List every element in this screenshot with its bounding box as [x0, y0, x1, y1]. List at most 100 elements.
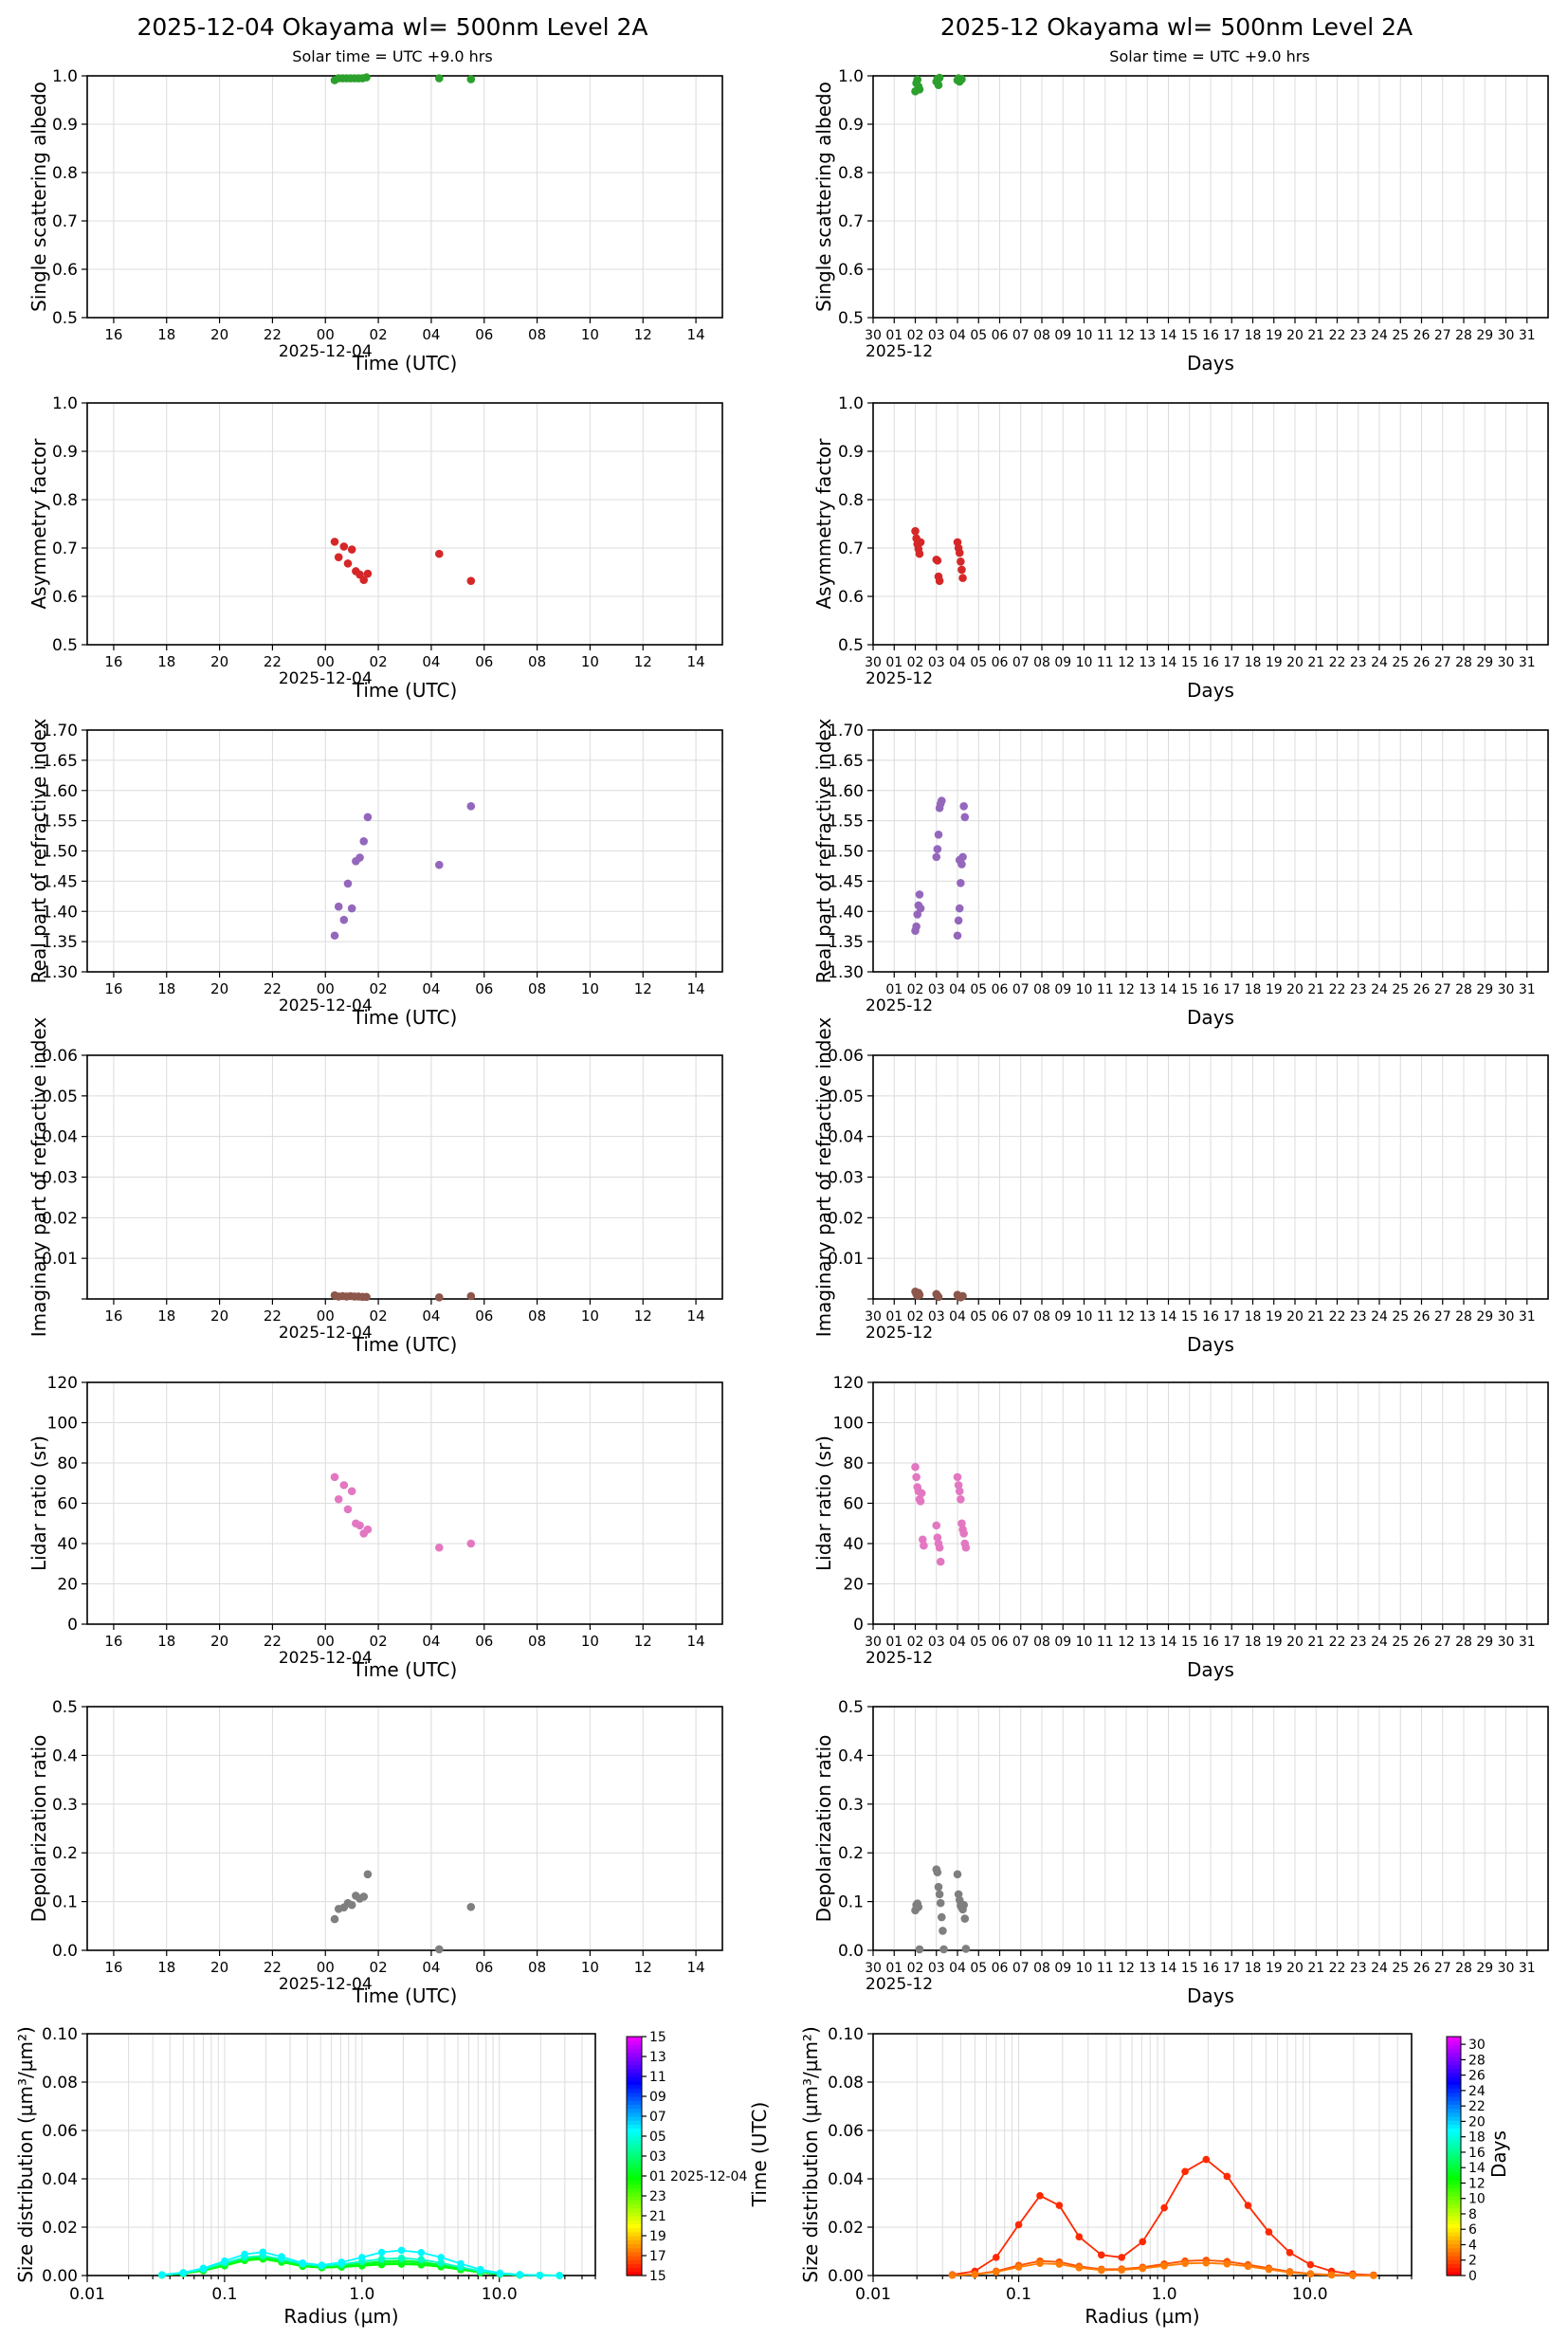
data-point — [916, 904, 925, 913]
colorbar-segment — [627, 2164, 642, 2169]
colorbar-segment — [627, 2156, 642, 2161]
colorbar-segment — [1447, 2231, 1461, 2237]
data-point — [953, 1870, 962, 1879]
x-tick-label: 30 — [1498, 328, 1515, 343]
x-tick-label: 31 — [1519, 982, 1536, 997]
colorbar-segment — [1447, 2120, 1461, 2125]
y-tick-label: 80 — [57, 1454, 78, 1473]
x-tick-label: 12 — [1118, 982, 1135, 997]
x-tick-label: 20 — [1286, 1635, 1304, 1650]
x-tick-label: 03 — [928, 1635, 945, 1650]
x-tick-label: 16 — [1202, 1309, 1219, 1325]
data-point — [934, 830, 943, 839]
x-tick-label: 06 — [992, 655, 1009, 670]
plot-frame — [872, 729, 1549, 973]
y-axis-label: Real part of refractive index — [27, 718, 50, 983]
x-tick-label: 10 — [1076, 328, 1093, 343]
chart-depol-month: 0.00.10.20.30.40.530 01 02 03 04 05 06 07 08 09 10… — [812, 1698, 1549, 2007]
x-tick-label: 10 — [581, 326, 599, 343]
y-axis-label: Size distribution (µm³/µm²) — [799, 2026, 822, 2283]
x-tick-label: 28 — [1455, 1635, 1472, 1650]
data-point — [959, 802, 968, 811]
y-tick-label: 20 — [57, 1576, 78, 1595]
x-tick-label: 25 — [1392, 655, 1409, 670]
colorbar-segment — [627, 2120, 642, 2125]
x-tick-label: 02 — [907, 982, 924, 997]
data-point — [992, 2254, 1000, 2261]
data-point — [417, 2248, 426, 2257]
x-tick-label: 12 — [1118, 655, 1135, 670]
y-tick-label: 1.0 — [52, 394, 78, 413]
data-point — [934, 81, 943, 89]
x-axis-label: Radius (µm) — [1085, 2305, 1199, 2328]
x-tick-label: 03 — [928, 328, 945, 343]
colorbar-segment — [627, 2144, 642, 2149]
x-tick-label: 01 — [885, 1309, 903, 1325]
colorbar-tick-label: 19 — [649, 2229, 666, 2244]
x-tick-label: 10 — [1076, 982, 1093, 997]
x-tick-label: 15 — [1181, 655, 1198, 670]
colorbar-segment — [627, 2251, 642, 2257]
colorbar-label: Time (UTC) — [748, 2102, 771, 2208]
x-tick-label: 00 — [317, 980, 335, 997]
date-label: 2025-12 — [866, 669, 933, 688]
colorbar-segment — [1447, 2220, 1461, 2224]
colorbar-tick-label: 21 — [649, 2209, 666, 2224]
x-tick-label: 14 — [687, 1307, 705, 1325]
data-point — [334, 553, 343, 561]
x-tick-label: 25 — [1392, 1635, 1409, 1650]
x-tick-label: 07 — [1012, 1961, 1030, 1976]
data-point — [397, 2254, 406, 2262]
x-tick-label: 20 — [1286, 328, 1304, 343]
data-point — [915, 84, 924, 94]
colorbar-segment — [1447, 2227, 1461, 2233]
y-tick-label: 1.55 — [828, 813, 864, 832]
x-tick-label: 10 — [581, 1307, 599, 1325]
plot-frame — [872, 1706, 1549, 1951]
y-tick-label: 0.9 — [52, 443, 78, 462]
colorbar-tick-label: 07 — [649, 2110, 666, 2125]
data-point — [457, 2259, 465, 2268]
x-axis-label: Radius (µm) — [283, 2305, 398, 2328]
x-tick-label: 21 — [1307, 1961, 1324, 1976]
x-tick-label: 17 — [1223, 1309, 1240, 1325]
data-point — [536, 2271, 544, 2279]
data-point — [955, 904, 964, 913]
y-tick-label: 0.05 — [828, 1088, 864, 1106]
colorbar-segment — [627, 2223, 642, 2229]
colorbar-segment — [627, 2044, 642, 2050]
x-tick-label: 06 — [475, 653, 493, 670]
y-tick-label: 0.08 — [828, 2074, 864, 2093]
data-point — [936, 1898, 945, 1908]
y-tick-label: 0.2 — [838, 1844, 864, 1863]
data-point — [466, 576, 476, 585]
x-tick-label: 23 — [1350, 982, 1367, 997]
data-point — [434, 1945, 444, 1954]
x-tick-label: 25 — [1392, 1309, 1409, 1325]
x-tick-label: 16 — [1202, 328, 1219, 343]
y-axis-label: Real part of refractive index — [812, 718, 835, 983]
colorbar-tick-label: 4 — [1468, 2238, 1477, 2253]
data-point — [933, 1533, 942, 1542]
x-tick-label: 04 — [422, 326, 440, 343]
data-point — [1055, 2260, 1064, 2268]
colorbar-segment — [627, 2111, 642, 2117]
date-label: 2025-12-04 — [279, 1975, 373, 1994]
x-tick-label: 21 — [1307, 982, 1324, 997]
x-tick-label: 06 — [992, 1635, 1009, 1650]
data-point — [437, 2258, 445, 2267]
x-tick-label: 18 — [157, 1633, 175, 1650]
y-tick-label: 1.45 — [828, 872, 864, 891]
y-tick-label: 1.70 — [828, 722, 864, 740]
chart-real-month: 1.30 1.35 1.40 1.45 1.50 1.55 1.60 1.65 1.70 01 02… — [812, 718, 1549, 1029]
data-point — [935, 73, 944, 82]
x-tick-label: 30 — [865, 1961, 882, 1976]
colorbar-segment — [1447, 2196, 1461, 2201]
colorbar-segment — [1447, 2072, 1461, 2077]
data-point — [334, 902, 343, 911]
colorbar-segment — [627, 2236, 642, 2240]
x-tick-label: 29 — [1476, 982, 1493, 997]
x-tick-label: 22 — [1329, 1961, 1346, 1976]
